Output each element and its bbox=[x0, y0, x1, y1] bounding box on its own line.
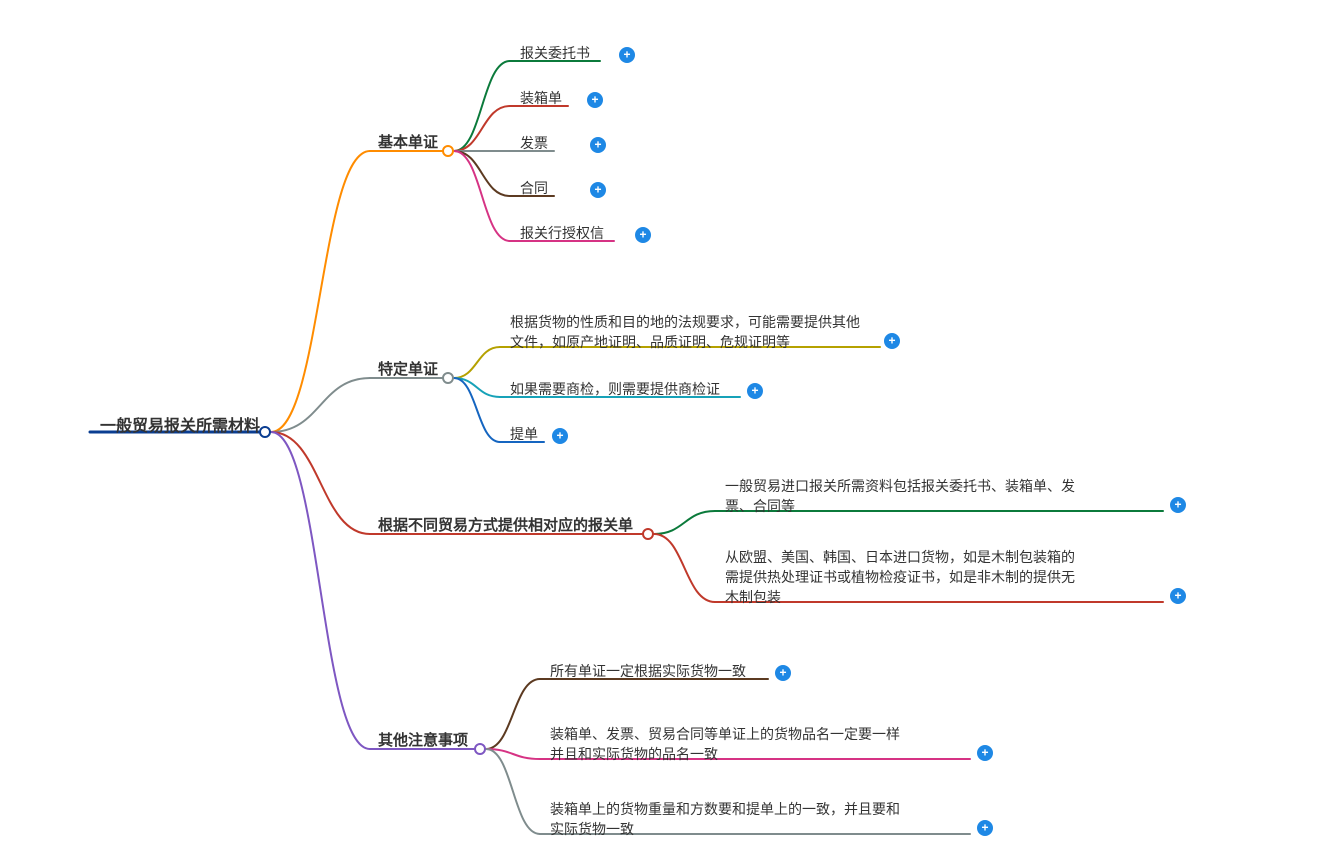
branch-0-leaf-4: 报关行授权信 bbox=[520, 223, 604, 245]
branch-1-leaf-1: 如果需要商检，则需要提供商检证 bbox=[510, 379, 720, 401]
expand-icon[interactable] bbox=[977, 745, 993, 761]
root-node: 一般贸易报关所需材料 bbox=[100, 412, 260, 438]
branch-1: 特定单证 bbox=[378, 358, 438, 381]
branch-0-leaf-1: 装箱单 bbox=[520, 88, 562, 110]
branch-3: 其他注意事项 bbox=[378, 729, 468, 752]
fork-circle bbox=[442, 372, 454, 384]
branch-2-leaf-0: 一般贸易进口报关所需资料包括报关委托书、装箱单、发 票、合同等 bbox=[725, 476, 1075, 518]
expand-icon[interactable] bbox=[884, 333, 900, 349]
expand-icon[interactable] bbox=[590, 182, 606, 198]
expand-icon[interactable] bbox=[587, 92, 603, 108]
branch-2: 根据不同贸易方式提供相对应的报关单 bbox=[378, 514, 633, 537]
branch-3-leaf-2: 装箱单上的货物重量和方数要和提单上的一致，并且要和 实际货物一致 bbox=[550, 799, 900, 841]
branch-2-leaf-0-label: 一般贸易进口报关所需资料包括报关委托书、装箱单、发 票、合同等 bbox=[725, 476, 1075, 518]
fork-circle bbox=[442, 145, 454, 157]
branch-0-leaf-3-label: 合同 bbox=[520, 178, 548, 200]
root-node-label: 一般贸易报关所需材料 bbox=[100, 412, 260, 438]
expand-icon[interactable] bbox=[977, 820, 993, 836]
branch-2-label: 根据不同贸易方式提供相对应的报关单 bbox=[378, 514, 633, 537]
branch-1-label: 特定单证 bbox=[378, 358, 438, 381]
branch-0-leaf-2: 发票 bbox=[520, 133, 548, 155]
branch-0-leaf-1-label: 装箱单 bbox=[520, 88, 562, 110]
branch-1-leaf-0: 根据货物的性质和目的地的法规要求，可能需要提供其他 文件，如原产地证明、品质证明… bbox=[510, 312, 860, 354]
expand-icon[interactable] bbox=[747, 383, 763, 399]
branch-0: 基本单证 bbox=[378, 131, 438, 154]
branch-3-leaf-1-label: 装箱单、发票、贸易合同等单证上的货物品名一定要一样 并且和实际货物的品名一致 bbox=[550, 724, 900, 766]
branch-0-label: 基本单证 bbox=[378, 131, 438, 154]
branch-1-leaf-2: 提单 bbox=[510, 424, 538, 446]
branch-2-leaf-1-label: 从欧盟、美国、韩国、日本进口货物，如是木制包装箱的 需提供热处理证书或植物检疫证… bbox=[725, 547, 1075, 609]
branch-3-label: 其他注意事项 bbox=[378, 729, 468, 752]
branch-0-leaf-0: 报关委托书 bbox=[520, 43, 590, 65]
branch-1-leaf-1-label: 如果需要商检，则需要提供商检证 bbox=[510, 379, 720, 401]
branch-2-leaf-1: 从欧盟、美国、韩国、日本进口货物，如是木制包装箱的 需提供热处理证书或植物检疫证… bbox=[725, 547, 1075, 609]
expand-icon[interactable] bbox=[590, 137, 606, 153]
expand-icon[interactable] bbox=[552, 428, 568, 444]
expand-icon[interactable] bbox=[619, 47, 635, 63]
fork-circle bbox=[474, 743, 486, 755]
branch-0-leaf-4-label: 报关行授权信 bbox=[520, 223, 604, 245]
expand-icon[interactable] bbox=[775, 665, 791, 681]
branch-0-leaf-0-label: 报关委托书 bbox=[520, 43, 590, 65]
branch-3-leaf-1: 装箱单、发票、贸易合同等单证上的货物品名一定要一样 并且和实际货物的品名一致 bbox=[550, 724, 900, 766]
branch-3-leaf-0-label: 所有单证一定根据实际货物一致 bbox=[550, 661, 746, 683]
expand-icon[interactable] bbox=[1170, 497, 1186, 513]
fork-circle bbox=[642, 528, 654, 540]
branch-3-leaf-2-label: 装箱单上的货物重量和方数要和提单上的一致，并且要和 实际货物一致 bbox=[550, 799, 900, 841]
branch-3-leaf-0: 所有单证一定根据实际货物一致 bbox=[550, 661, 746, 683]
expand-icon[interactable] bbox=[1170, 588, 1186, 604]
branch-1-leaf-2-label: 提单 bbox=[510, 424, 538, 446]
mindmap-links bbox=[0, 0, 1330, 851]
branch-0-leaf-3: 合同 bbox=[520, 178, 548, 200]
branch-0-leaf-2-label: 发票 bbox=[520, 133, 548, 155]
branch-1-leaf-0-label: 根据货物的性质和目的地的法规要求，可能需要提供其他 文件，如原产地证明、品质证明… bbox=[510, 312, 860, 354]
expand-icon[interactable] bbox=[635, 227, 651, 243]
fork-circle bbox=[259, 426, 271, 438]
